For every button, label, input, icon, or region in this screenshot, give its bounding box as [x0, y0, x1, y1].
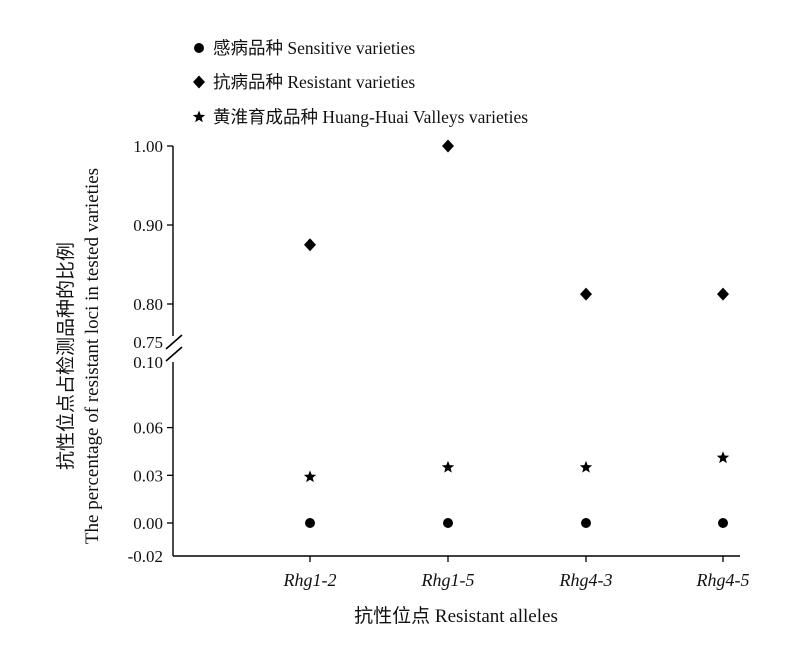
y-tick-label: 0.75: [133, 333, 163, 352]
data-point-star: [716, 451, 730, 464]
axis-break-mark: [165, 346, 183, 362]
y-axis-title-line2: The percentage of resistant loci in test…: [82, 168, 103, 544]
axis-titles: 抗性位点 Resistant alleles 抗性位点占检测品种的比例 The pe…: [55, 168, 558, 627]
y-tick-label: -0.02: [128, 547, 163, 566]
y-tick-label: 0.10: [133, 353, 163, 372]
y-tick-label: 0.80: [133, 295, 163, 314]
legend-marker-circle: [194, 43, 204, 53]
data-point-diamond: [442, 139, 454, 153]
data-point-diamond: [717, 287, 729, 301]
x-tick-label: Rhg4-3: [559, 570, 613, 590]
data-point-diamond: [580, 287, 592, 301]
data-point-star: [303, 470, 317, 483]
legend-marker-star: [192, 110, 206, 123]
legend-label: 黄淮育成品种 Huang-Huai Valleys varieties: [213, 107, 528, 127]
data-point-circle: [718, 518, 728, 528]
legend-label: 感病品种 Sensitive varieties: [213, 38, 415, 58]
data-point-diamond: [304, 238, 316, 252]
legend-marker-diamond: [193, 75, 205, 89]
legend-label: 抗病品种 Resistant varieties: [213, 72, 415, 92]
y-tick-label: 0.03: [133, 466, 163, 485]
x-tick-label: Rhg1-2: [283, 570, 337, 590]
data-point-circle: [443, 518, 453, 528]
data-point-circle: [581, 518, 591, 528]
axis-break-mark: [165, 334, 183, 350]
data-point-circle: [305, 518, 315, 528]
y-tick-label: 0.00: [133, 514, 163, 533]
y-tick-label: 1.00: [133, 137, 163, 156]
x-tick-label: Rhg1-5: [421, 570, 475, 590]
data-point-star: [579, 460, 593, 473]
y-tick-label: 0.90: [133, 216, 163, 235]
x-tick-label: Rhg4-5: [696, 570, 750, 590]
y-tick-label: 0.06: [133, 419, 163, 438]
data-point-star: [441, 460, 455, 473]
axes: 0.75 0.80 0.90 1.00 -0.02 0.00 0.03 0.06 0.10 Rhg…: [128, 137, 750, 590]
legend: 感病品种 Sensitive varieties 抗病品种 Resistant v…: [192, 38, 528, 127]
y-axis-title-line1: 抗性位点占检测品种的比例: [55, 242, 77, 470]
data-marks: [303, 139, 730, 528]
x-axis-title: 抗性位点 Resistant alleles: [354, 605, 558, 627]
